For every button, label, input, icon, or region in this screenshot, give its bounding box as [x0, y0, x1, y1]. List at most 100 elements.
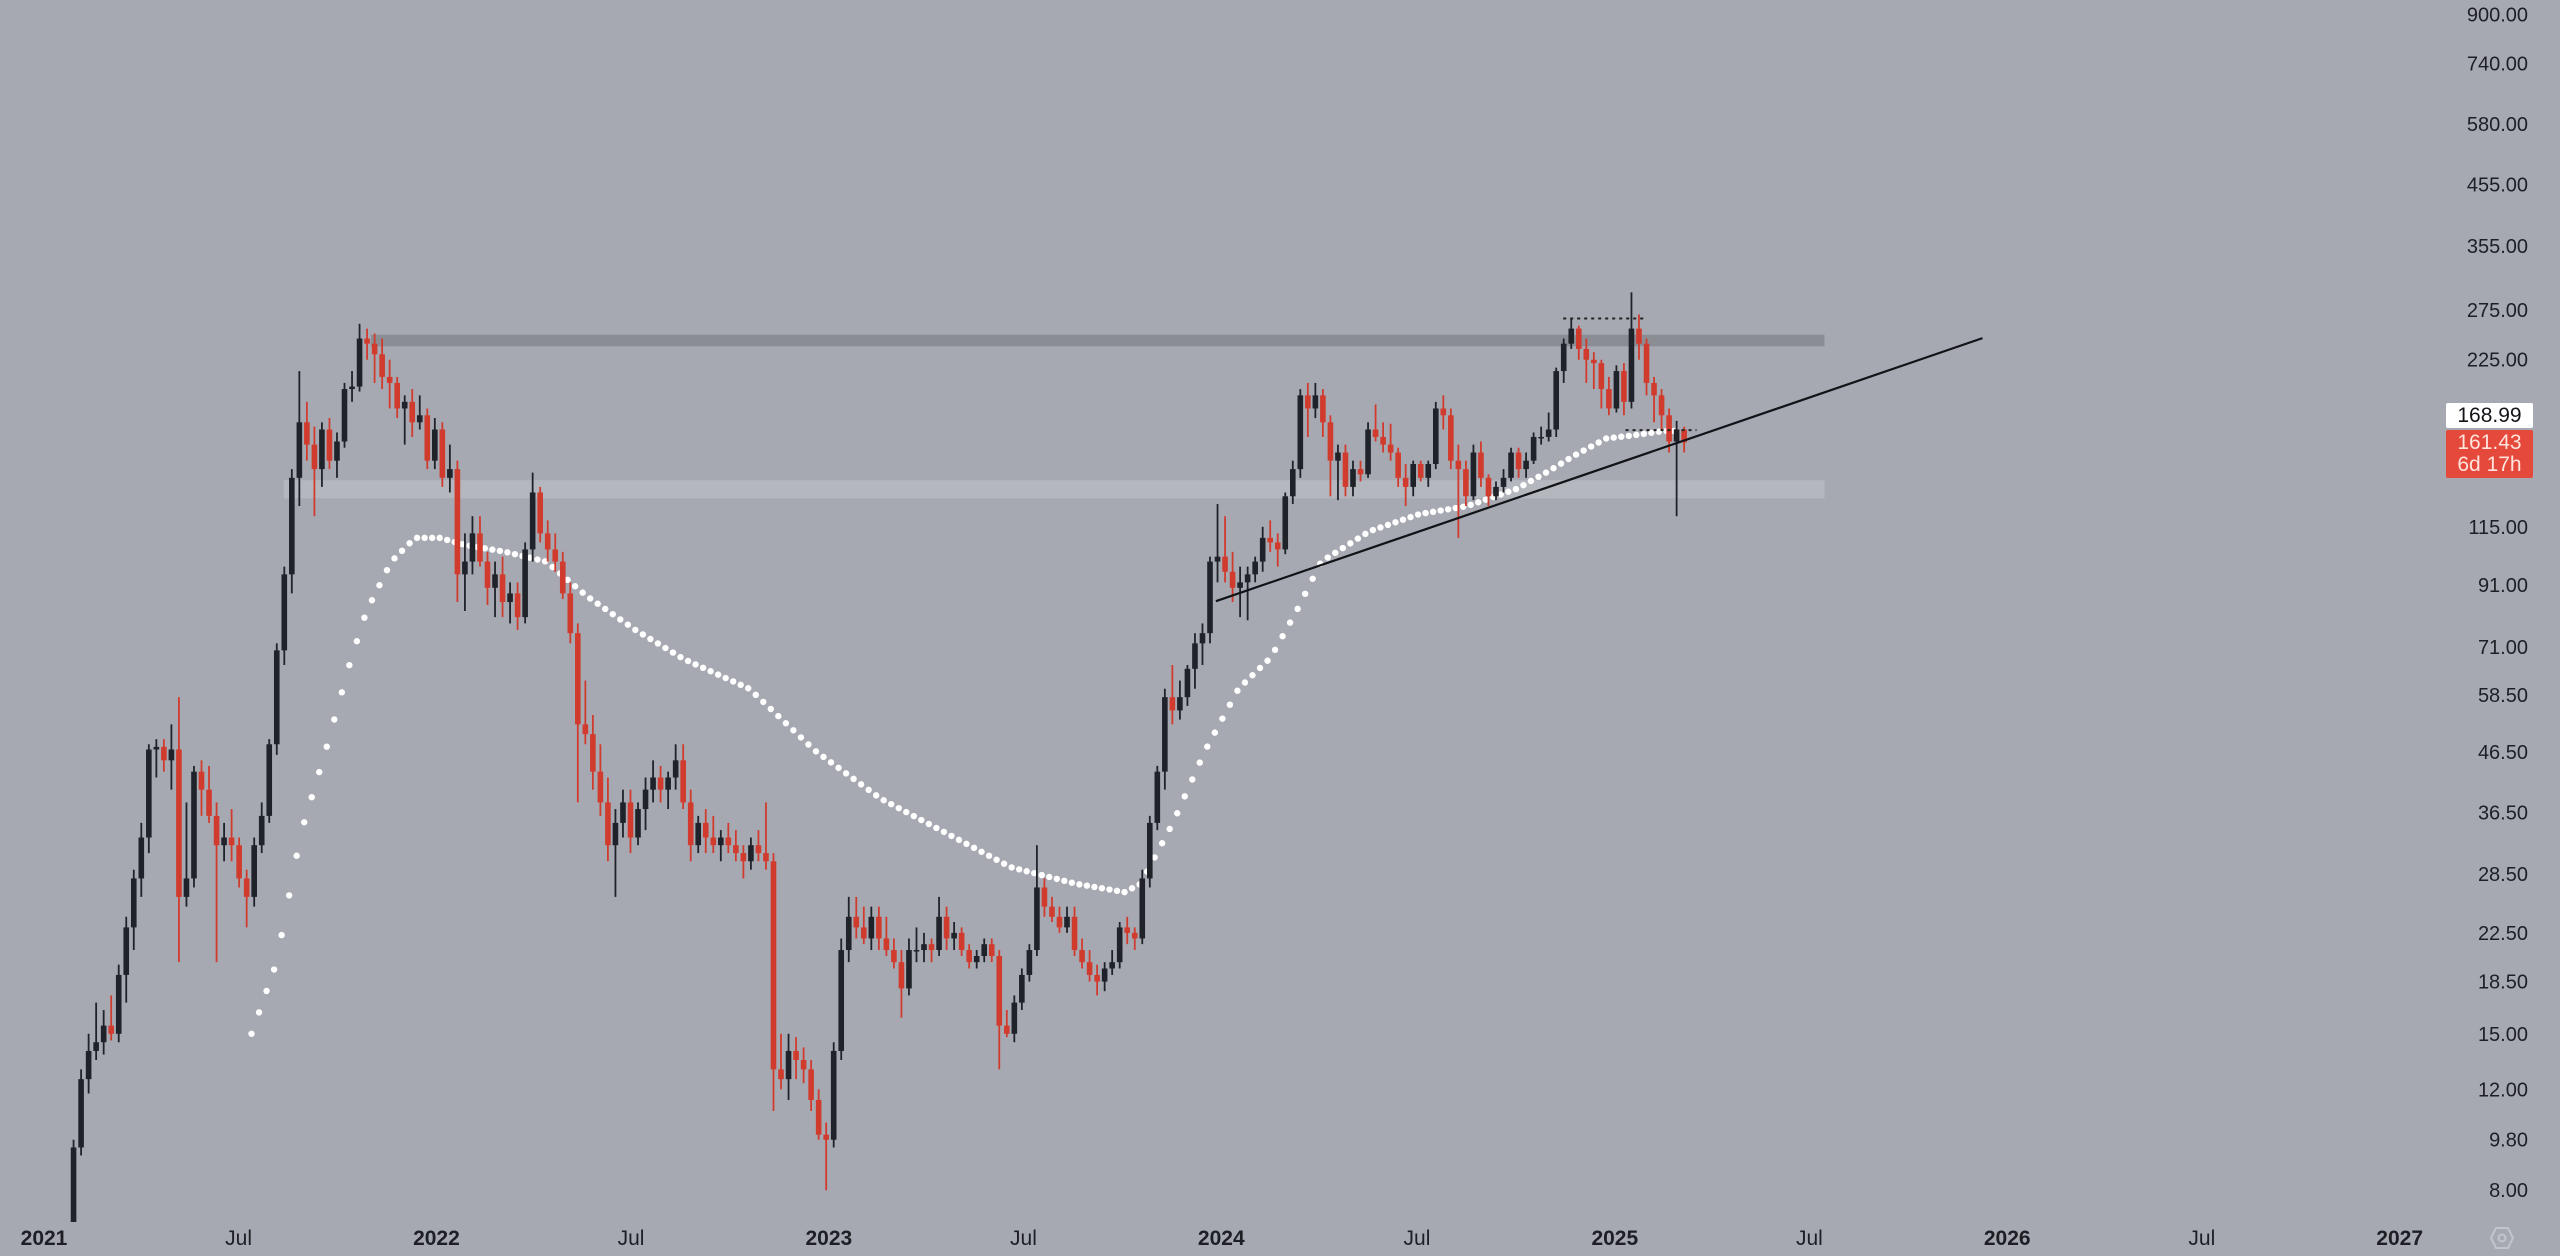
- candle-up: [416, 415, 423, 423]
- candle-down: [966, 950, 972, 963]
- horizontal-bands: [283, 334, 1825, 499]
- candle-down: [725, 837, 732, 846]
- ma-dot: [1512, 485, 1520, 493]
- candle-down: [379, 354, 385, 377]
- candle-down: [1071, 916, 1078, 951]
- candle-down: [876, 916, 882, 939]
- candle-up: [1628, 328, 1635, 402]
- candle-down: [1267, 537, 1274, 543]
- time-tick-label: 2027: [2376, 1227, 2423, 1250]
- candle-down: [236, 845, 242, 879]
- ma-dot: [857, 781, 865, 788]
- candle-down: [1229, 571, 1236, 588]
- candle-down: [311, 444, 318, 470]
- ma-dot: [1542, 469, 1550, 476]
- ma-dot: [511, 550, 519, 558]
- candle-down: [228, 837, 235, 846]
- time-axis[interactable]: 2021 Jul 2022 Jul 2023 Jul 2024 Jul 2025 Jul 2026 J…: [21, 1227, 2423, 1250]
- candle-down: [778, 1069, 784, 1080]
- ma-dot: [1565, 455, 1572, 463]
- ma-dot: [526, 554, 534, 561]
- candle-up: [845, 916, 852, 951]
- ma-dot: [263, 987, 270, 995]
- candle-up: [258, 815, 265, 846]
- ma-dot: [1384, 521, 1392, 529]
- candle-up: [981, 944, 988, 957]
- ma-dot: [1595, 439, 1602, 446]
- candle-down: [755, 845, 762, 854]
- ma-dot: [436, 534, 443, 542]
- ma-dot: [346, 661, 353, 669]
- moving-average-dots: [248, 427, 1678, 1037]
- price-tick-label: 115.00: [2468, 517, 2528, 539]
- candle-up: [1101, 968, 1108, 982]
- ma-dot: [775, 712, 782, 720]
- ma-dot: [729, 678, 737, 685]
- ma-dot: [1264, 657, 1271, 664]
- ma-dot: [1392, 519, 1399, 526]
- candle-down: [1131, 932, 1138, 939]
- ma-dot: [1249, 672, 1256, 679]
- ma-dot: [1076, 881, 1083, 888]
- price-axis[interactable]: 900.00 740.00 580.00 455.00 355.00 275.00 225.…: [2467, 5, 2528, 1203]
- ma-dot: [1294, 605, 1301, 613]
- ma-dot: [669, 649, 677, 656]
- ma-dot: [1648, 429, 1655, 436]
- candle-up: [1064, 916, 1070, 928]
- time-tick-label: 2023: [806, 1227, 853, 1250]
- ma-dot: [1196, 759, 1203, 766]
- ma-dot: [782, 720, 790, 727]
- ma-dot: [579, 589, 586, 596]
- candle-down: [1041, 887, 1048, 907]
- candle-up: [1259, 537, 1266, 562]
- candle-down: [627, 802, 634, 838]
- candle-up: [921, 944, 927, 951]
- ma-dot: [1625, 432, 1632, 440]
- ma-dot: [428, 534, 436, 542]
- candle-up: [913, 950, 920, 952]
- ma-dot: [1219, 715, 1226, 722]
- ma-dot: [586, 595, 594, 602]
- price-tick-label: 18.50: [2478, 972, 2528, 994]
- ma-dot: [662, 644, 669, 652]
- candle-up: [1162, 697, 1168, 772]
- ma-dot: [1053, 875, 1060, 883]
- price-tick-label: 15.00: [2478, 1024, 2528, 1046]
- ma-dot: [647, 635, 654, 643]
- candle-down: [454, 469, 461, 575]
- candle-down: [1455, 460, 1462, 470]
- ma-dot: [963, 840, 970, 848]
- candle-down: [1658, 395, 1665, 416]
- ma-dot: [903, 808, 910, 816]
- candle-down: [1124, 927, 1131, 933]
- candle-up: [951, 932, 957, 939]
- candle-down: [544, 533, 551, 550]
- ma-dot: [692, 661, 699, 668]
- candle-up: [289, 477, 295, 575]
- gear-icon[interactable]: [2490, 1226, 2514, 1250]
- candle-down: [808, 1069, 814, 1100]
- candle-up: [612, 822, 619, 846]
- ma-dot: [1429, 508, 1437, 516]
- candle-up: [1154, 771, 1161, 823]
- candle-down: [1357, 469, 1364, 475]
- candle-up: [635, 809, 641, 838]
- candle-up: [130, 878, 137, 928]
- ma-dot: [760, 698, 767, 706]
- candle-up: [266, 744, 273, 816]
- ma-dot: [797, 734, 805, 741]
- candle-up: [100, 1025, 107, 1043]
- candle-down: [1320, 395, 1326, 423]
- ma-dot: [888, 800, 895, 808]
- candle-down: [198, 771, 205, 790]
- candle-up: [1553, 371, 1560, 430]
- candle-down: [1666, 415, 1672, 442]
- ma-dot: [1482, 496, 1489, 503]
- price-tick-label: 275.00: [2467, 300, 2528, 322]
- ma-dot: [624, 621, 632, 628]
- ma-dot: [353, 637, 361, 645]
- candle-up: [1493, 486, 1499, 497]
- ma-dot: [413, 534, 421, 542]
- time-tick-label: 2022: [413, 1227, 460, 1250]
